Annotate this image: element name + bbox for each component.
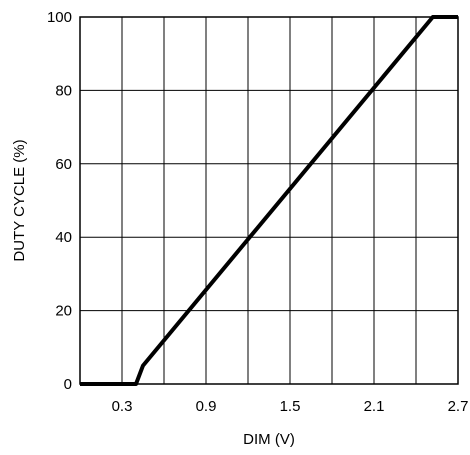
series-line-0 [80, 15, 458, 386]
y-tick-label-1: 20 [55, 303, 72, 320]
y-tick-labels: 0 20 40 60 80 100 [47, 9, 72, 393]
x-tick-label-1: 0.9 [196, 398, 217, 415]
y-axis-title: DUTY CYCLE (%) [11, 139, 28, 261]
y-tick-label-2: 40 [55, 229, 72, 246]
x-tick-label-2: 1.5 [280, 398, 301, 415]
y-tick-label-4: 80 [55, 82, 72, 99]
x-tick-label-4: 2.7 [448, 398, 469, 415]
series-layer [80, 15, 458, 386]
y-tick-label-3: 60 [55, 156, 72, 173]
x-tick-labels: 0.3 0.9 1.5 2.1 2.7 [112, 398, 469, 415]
y-tick-label-5: 100 [47, 9, 72, 26]
x-tick-label-3: 2.1 [364, 398, 385, 415]
y-tick-label-0: 0 [64, 376, 72, 393]
x-tick-label-0: 0.3 [112, 398, 133, 415]
grid-layer [80, 16, 459, 385]
x-axis-title: DIM (V) [243, 431, 295, 448]
plot-frame [79, 16, 459, 385]
